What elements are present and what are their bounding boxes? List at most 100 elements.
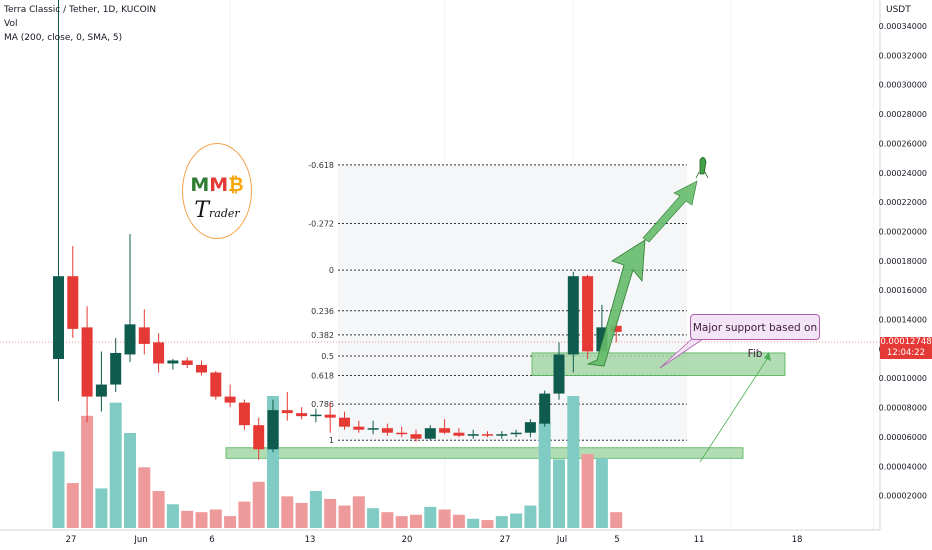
support-callout[interactable]: Major support based on Fib [690, 314, 820, 360]
price-tick-label: 0.00006000 [879, 433, 927, 442]
fib-level-label: -0.618 [308, 161, 334, 170]
candle-body [510, 432, 522, 435]
fib-level-label: 0.382 [311, 331, 334, 340]
candle-body [482, 434, 493, 436]
candle [539, 390, 551, 427]
price-axis-title: USDT [886, 5, 911, 15]
candle-body [339, 417, 350, 427]
candle [567, 271, 579, 373]
candle-body [224, 396, 236, 403]
candlesticks [53, 0, 622, 460]
rocket-icon [695, 157, 709, 179]
price-tick-label: 0.00022000 [879, 198, 927, 207]
trend-line-arrowhead [764, 352, 771, 361]
volume-bar [52, 451, 65, 528]
fib-level-label: 0.618 [311, 372, 334, 381]
candle [167, 358, 179, 370]
candle-body [124, 324, 136, 355]
candle [410, 429, 422, 442]
time-tick-label: Jul [556, 535, 567, 545]
candle [67, 246, 79, 338]
candle [482, 431, 493, 438]
legend-symbol[interactable]: Terra Classic / Tether, 1D, KUCOIN [4, 5, 157, 15]
candle-body [453, 432, 465, 436]
candle-body [467, 434, 479, 436]
price-tick-label: 0.00018000 [879, 257, 927, 266]
candle-body [110, 352, 122, 385]
candle [510, 429, 522, 438]
volume-bar [395, 516, 408, 528]
projection-arrows [586, 157, 771, 463]
candle-body [424, 428, 436, 439]
price-tick-label: 0.00004000 [879, 462, 927, 471]
volume-bar [410, 514, 422, 528]
candle-body [238, 402, 250, 426]
volume-bar [295, 502, 308, 528]
candle-body [281, 410, 293, 414]
volume-bar [124, 432, 136, 528]
candle [553, 342, 565, 400]
candle-body [381, 428, 393, 433]
candle [238, 399, 250, 430]
candle-body [95, 384, 107, 397]
candle-body [253, 425, 265, 450]
candle-body [67, 276, 79, 329]
candle-body [524, 422, 536, 433]
time-tick-label: 20 [402, 535, 413, 545]
candle [110, 337, 122, 393]
volume-bar [81, 415, 94, 528]
candle [53, 0, 64, 402]
volume-bar [438, 509, 451, 528]
arrow-large-up [586, 239, 646, 367]
legend-volume[interactable]: Vol [4, 19, 18, 29]
arrow-small-up [642, 180, 698, 243]
volume-bar [567, 396, 580, 528]
time-tick-label: 27 [66, 535, 77, 545]
volume-bar [152, 491, 165, 528]
time-tick-label: 18 [792, 535, 803, 545]
candle-body [396, 432, 408, 435]
price-tick-label: 0.00010000 [879, 374, 927, 383]
price-tick-label: 0.00020000 [879, 227, 927, 236]
bar-countdown: 12:04:22 [880, 348, 932, 359]
candle [196, 360, 207, 376]
price-tick-label: 0.00034000 [879, 22, 927, 31]
fib-level-label: -0.272 [308, 220, 334, 229]
candle-body [367, 428, 379, 430]
candle [181, 357, 193, 368]
price-tick-label: 0.00014000 [879, 316, 927, 325]
candle-body [296, 413, 308, 417]
candle-body [153, 342, 165, 364]
volume-bar [252, 481, 265, 528]
volume-bar [495, 516, 508, 528]
volume-bar [66, 483, 79, 528]
current-price-tag: 0.00012748 [880, 337, 932, 348]
candle-body [267, 410, 279, 450]
candle [267, 399, 279, 453]
candle-body [353, 426, 365, 430]
volume-bar [109, 402, 122, 528]
candle [381, 423, 393, 436]
legend-ma[interactable]: MA (200, close, 0, SMA, 5) [4, 33, 123, 43]
volume-bar [381, 512, 394, 528]
volume-bar [281, 496, 294, 528]
fib-level-label: 0.786 [311, 400, 334, 409]
volume-bar [424, 506, 437, 528]
time-tick-label: 11 [694, 535, 705, 545]
support-zone [531, 352, 786, 376]
candle-body [210, 372, 222, 397]
volume-bar [481, 520, 494, 528]
volume-bar [224, 516, 237, 528]
support-zones [225, 352, 786, 459]
candle-body [539, 393, 551, 424]
candle-body [610, 325, 622, 332]
volume-bars [52, 396, 623, 528]
candle [310, 408, 322, 423]
candle [324, 402, 336, 433]
volume-bar [581, 454, 594, 528]
price-tick-label: 0.00026000 [879, 139, 927, 148]
volume-bar [352, 496, 365, 528]
candle-body [167, 360, 179, 364]
fib-level-label: 0.5 [321, 352, 334, 361]
